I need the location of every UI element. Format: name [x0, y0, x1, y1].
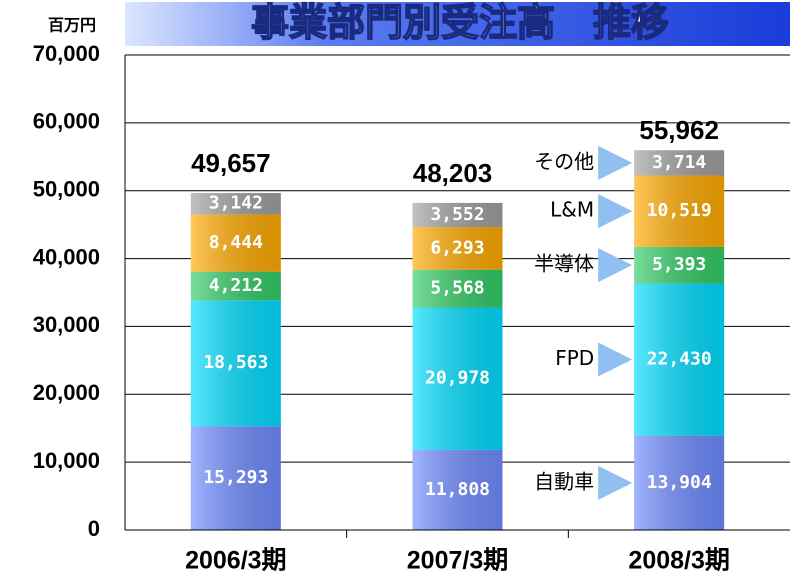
- y-tick-label: 20,000: [33, 380, 100, 405]
- total-label: 48,203: [413, 158, 493, 188]
- bar-shade: [190, 271, 281, 301]
- value-label: 6,293: [430, 237, 484, 258]
- y-tick-label: 0: [88, 516, 100, 541]
- x-tick-label: 2007/3期: [407, 547, 508, 575]
- y-tick-label: 10,000: [33, 448, 100, 473]
- bar-shade: [634, 246, 725, 284]
- legend-arrow: [598, 465, 633, 500]
- legend-label: 自動車: [534, 469, 594, 493]
- value-label: 13,904: [647, 472, 712, 493]
- bar-shade: [412, 227, 503, 270]
- y-tick-label: 70,000: [33, 41, 100, 66]
- value-label: 8,444: [209, 232, 263, 253]
- value-label: 3,552: [430, 204, 484, 225]
- value-label: 3,142: [209, 193, 263, 214]
- value-label: 15,293: [203, 467, 268, 488]
- bar-shade: [412, 449, 503, 530]
- value-label: 10,519: [647, 200, 712, 221]
- unit-label: 百万円: [48, 16, 96, 35]
- y-tick-label: 30,000: [33, 312, 100, 337]
- chart-title: 事業部門別受注高 推移: [251, 1, 669, 45]
- value-label: 22,430: [647, 349, 712, 370]
- legend-label: L&M: [550, 198, 594, 222]
- bar-shade: [190, 214, 281, 272]
- y-tick-label: 50,000: [33, 177, 100, 202]
- legend-label: その他: [534, 149, 594, 173]
- legend-arrow: [598, 194, 633, 229]
- value-label: 11,808: [425, 479, 490, 500]
- bar-shade: [190, 426, 281, 530]
- y-tick-label: 40,000: [33, 244, 100, 269]
- legend-arrow: [598, 248, 633, 283]
- bar-shade: [412, 269, 503, 308]
- value-label: 18,563: [203, 352, 268, 373]
- bar-shade: [190, 300, 281, 427]
- legend-arrow: [598, 145, 633, 180]
- bar-shade: [190, 193, 281, 215]
- value-label: 20,978: [425, 368, 490, 389]
- legend-label: FPD: [555, 346, 594, 370]
- value-label: 3,714: [652, 152, 706, 173]
- value-label: 4,212: [209, 275, 263, 296]
- bar-shade: [412, 202, 503, 228]
- legend-arrow: [598, 342, 633, 377]
- y-tick-label: 60,000: [33, 109, 100, 134]
- bar-shade: [634, 435, 725, 530]
- bar-shade: [412, 307, 503, 450]
- value-label: 5,568: [430, 278, 484, 299]
- value-label: 5,393: [652, 254, 706, 275]
- total-label: 55,962: [639, 115, 719, 145]
- total-label: 49,657: [191, 148, 271, 178]
- x-tick-label: 2008/3期: [628, 547, 729, 575]
- bar-shade: [634, 150, 725, 176]
- legend-label: 半導体: [534, 252, 594, 276]
- title-banner: [125, 2, 790, 46]
- x-tick-label: 2006/3期: [185, 547, 286, 575]
- bar-shade: [634, 175, 725, 247]
- bar-shade: [634, 283, 725, 436]
